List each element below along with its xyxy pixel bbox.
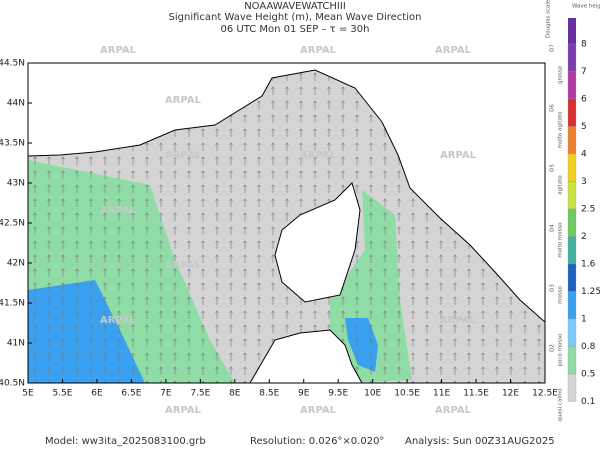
lon-label: 6E [91,389,103,399]
colorbar-segment [567,373,577,402]
douglas-label: D6 [550,104,556,112]
colorbar-segment [567,71,577,100]
watermark: ARPAL [165,405,202,416]
douglas-term: grosso [558,65,564,84]
colorbar-segment [567,291,577,320]
model: Model: ww3ita_2025083100.grb [45,436,206,447]
douglas-label: D5 [550,164,556,172]
colorbar-label: 1.6 [581,260,596,270]
colorbar-label: 2.5 [581,205,595,215]
colorbar-label: 0.5 [581,370,595,380]
land [28,63,545,323]
watermark: ARPAL [165,260,202,271]
watermark: ARPAL [300,150,337,161]
subtitle: Significant Wave Height (m), Mean Wave D… [169,12,422,23]
lon-label: 11.5E [463,389,489,399]
lat-label: 42.5N [0,219,25,229]
resolution: Resolution: 0.026°×0.020° [250,436,384,447]
lat-label: 41.5N [0,299,25,309]
lon-label: 8.5E [259,389,279,399]
colorbar-segment [567,318,577,347]
colorbar-label: 7 [581,67,587,77]
douglas-term: poco mosso [558,333,564,366]
lon-label: 5.5E [52,389,72,399]
lon-label: 12.5E [532,389,558,399]
time: 06 UTC Mon 01 SEP – τ = 30h [221,24,370,35]
douglas-term: mosso [558,285,564,303]
lon-label: 11E [433,389,450,399]
colorbar-segment [567,346,577,375]
lon-label: 6.5E [121,389,141,399]
watermark: ARPAL [435,45,472,56]
colorbar-label: 8 [581,40,587,50]
lon-label: 8E [229,389,241,399]
colorbar-segment [567,126,577,155]
colorbar-label: 1.25 [581,287,600,297]
watermark: ARPAL [100,205,137,216]
colorbar-segment [567,263,577,292]
douglas-label: D7 [550,44,556,52]
colorbar-label: 6 [581,95,587,105]
colorbar-label: 3 [581,177,587,187]
douglas-label: D2 [550,344,556,352]
douglas-label: D4 [550,224,556,232]
colorbar-top [568,18,576,44]
colorbar-segment [567,98,577,127]
lon-label: 9E [298,389,310,399]
colorbar-label: 1 [581,315,587,325]
watermark: ARPAL [165,95,202,106]
watermark: ARPAL [435,405,472,416]
watermark: ARPAL [300,45,337,56]
colorbar-label: 4 [581,150,587,160]
douglas-label: D3 [550,284,556,292]
legend-title: Wave height [572,4,600,10]
watermark: ARPAL [100,315,137,326]
douglas-term: molto mosso [558,222,564,258]
lat-label: 43.5N [0,139,25,149]
watermark: ARPAL [300,405,337,416]
watermark: ARPAL [440,315,477,326]
lat-label: 41N [7,339,25,349]
colorbar-segment [567,153,577,182]
colorbar-segment [567,181,577,210]
analysis: Analysis: Sun 00Z31AUG2025 [405,436,555,447]
douglas-term: molto agitato [558,111,564,149]
lon-label: 5E [22,389,34,399]
colorbar-segment [567,236,577,265]
lon-label: 10E [364,389,381,399]
colorbar-label: 0.1 [581,397,595,407]
title: NOAAWAVEWATCHIII [244,1,346,12]
scale-title: Douglas scale [546,0,552,38]
lat-label: 40.5N [0,379,25,389]
colorbar-segment [567,43,577,72]
lon-label: 9.5E [328,389,348,399]
lat-label: 44.5N [0,59,25,69]
colorbar-label: 0.8 [581,342,596,352]
colorbar-label: 2 [581,232,587,242]
land [249,329,363,383]
watermark: ARPAL [165,150,202,161]
lon-label: 7E [160,389,172,399]
lat-label: 42N [7,259,25,269]
douglas-term: quasi calmo [558,388,564,422]
lon-label: 10.5E [394,389,420,399]
land [274,182,361,303]
watermark: ARPAL [100,45,137,56]
douglas-term: agitato [558,175,564,195]
lat-label: 44N [7,99,25,109]
watermark: ARPAL [440,150,477,161]
lon-label: 12E [502,389,519,399]
colorbar-segment [567,208,577,237]
lat-label: 43N [7,179,25,189]
map [28,63,545,383]
lon-label: 7.5E [190,389,210,399]
colorbar-label: 5 [581,122,587,132]
